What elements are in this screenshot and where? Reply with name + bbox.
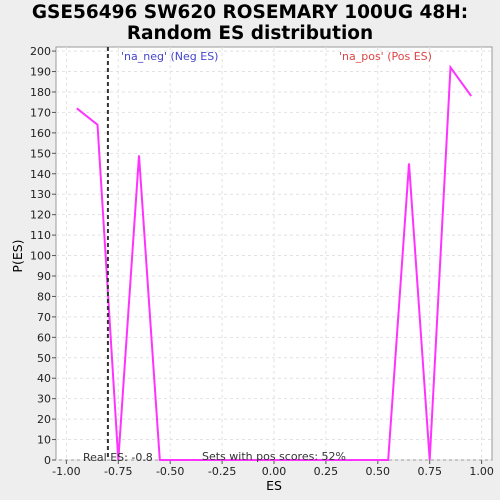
y-tick-label: 60 [37,331,51,344]
neg-es-legend: 'na_neg' (Neg ES) [121,50,218,63]
x-tick-label: 0.75 [417,465,442,478]
x-tick-label: 1.00 [469,465,494,478]
y-tick-label: 30 [37,393,51,406]
y-tick-label: 90 [37,270,51,283]
y-tick-label: 0 [44,454,51,467]
y-tick-label: 80 [37,290,51,303]
x-axis-label: ES [266,478,282,493]
y-tick-label: 140 [30,168,51,181]
y-tick-label: 10 [37,434,51,447]
real-es-label: Real ES: -0.8 [83,451,153,464]
y-tick-label: 200 [30,45,51,58]
x-tick-label: -0.50 [156,465,184,478]
y-tick-label: 50 [37,352,51,365]
y-tick-label: 100 [30,250,51,263]
x-tick-label: -0.75 [104,465,132,478]
y-tick-label: 160 [30,127,51,140]
y-tick-label: 20 [37,413,51,426]
x-tick-label: 0.25 [314,465,339,478]
x-tick-label: -0.25 [208,465,236,478]
chart-title-line2: Random ES distribution [126,23,374,44]
y-tick-label: 120 [30,209,51,222]
y-tick-label: 150 [30,147,51,160]
y-tick-label: 180 [30,86,51,99]
x-tick-label: 0.50 [366,465,391,478]
y-tick-label: 130 [30,188,51,201]
x-axis-ticks: -1.00 -0.75 -0.50 -0.25 0.00 0.25 0.50 0.75 1.00 [52,460,494,478]
y-tick-label: 190 [30,66,51,79]
x-tick-label: -1.00 [52,465,80,478]
chart-title: GSE56496 SW620 ROSEMARY 100UG 48H: Rando… [0,2,500,44]
y-axis-ticks: 0 10 20 30 40 50 60 70 80 90 100 110 120 130 140 150 160… [30,45,56,467]
pos-scores-note: Sets with pos scores: 52% [202,450,346,463]
chart-title-line1: GSE56496 SW620 ROSEMARY 100UG 48H: [31,2,469,23]
y-tick-label: 170 [30,106,51,119]
series-group [76,64,473,461]
y-tick-label: 40 [37,372,51,385]
pos-es-legend: 'na_pos' (Pos ES) [339,50,432,63]
y-tick-label: 110 [30,229,51,242]
x-tick-label: 0.00 [262,465,287,478]
y-axis-label: P(ES) [10,239,25,272]
y-tick-label: 70 [37,311,51,324]
es-distribution-line [76,64,473,461]
